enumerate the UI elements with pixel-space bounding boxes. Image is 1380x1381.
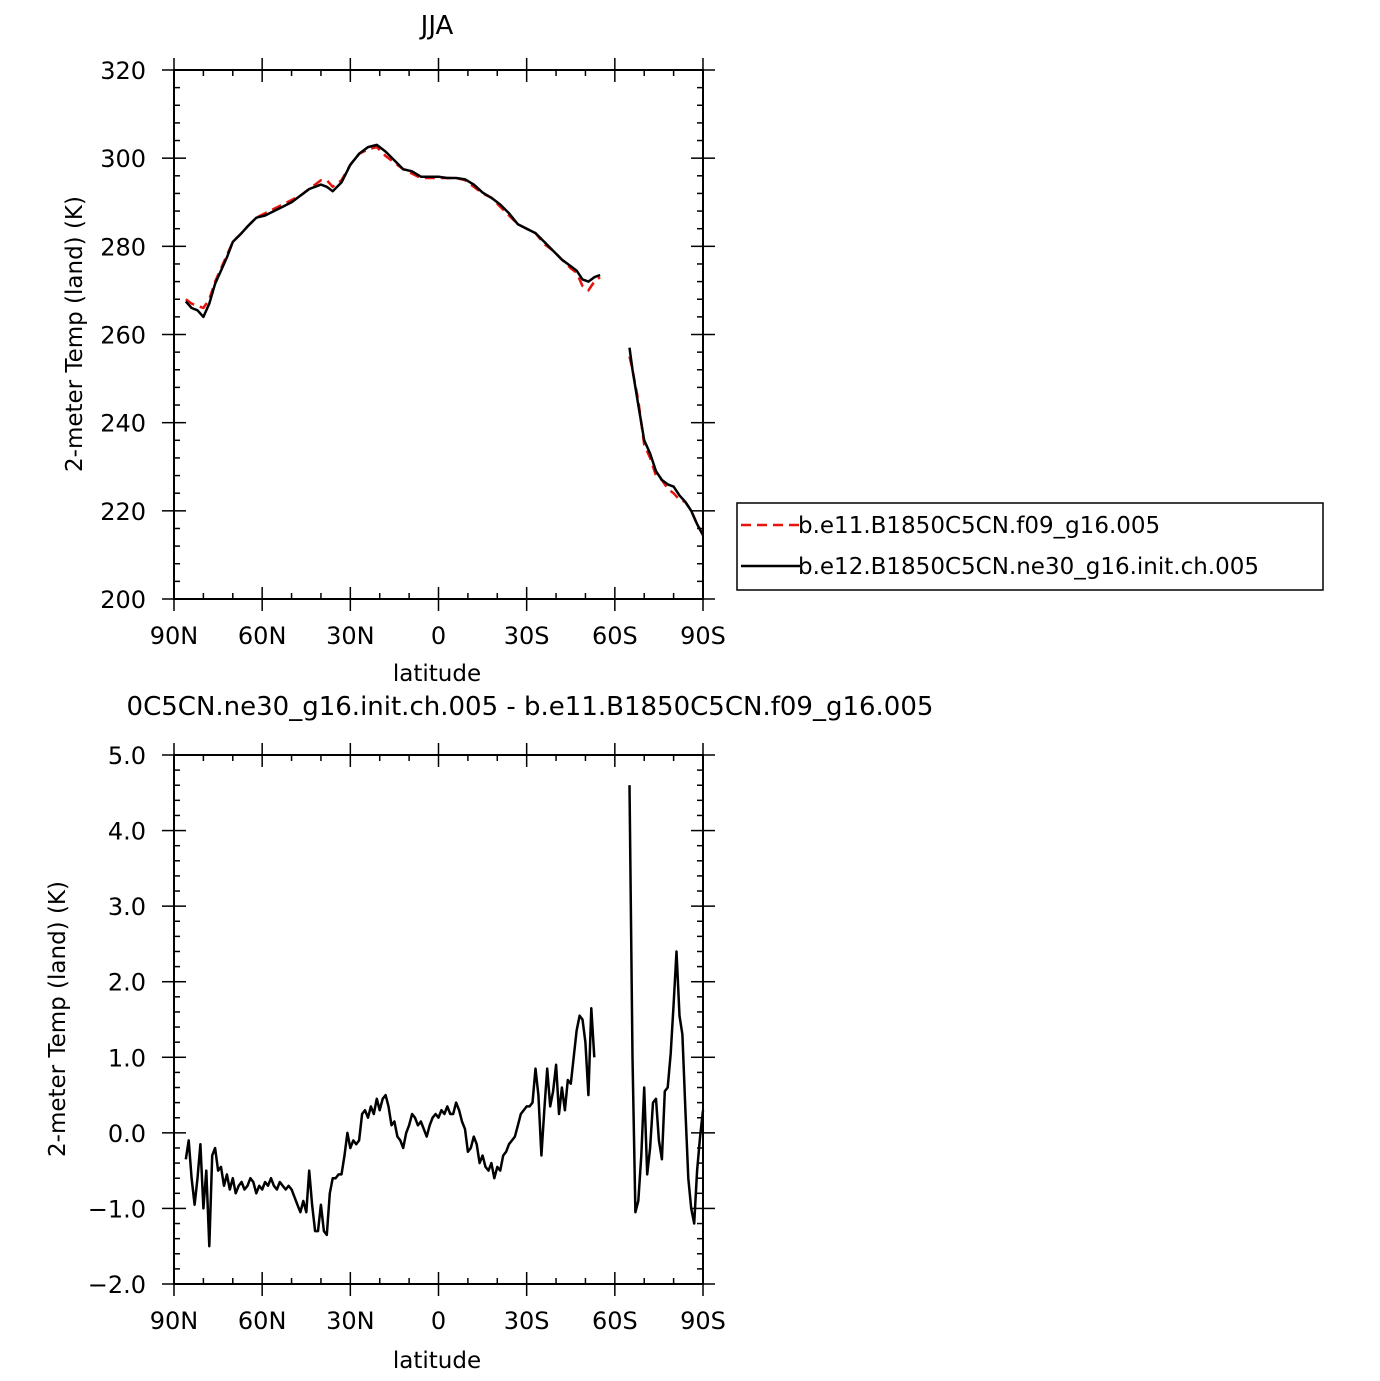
p2-y-tick-label: −1.0 (88, 1195, 146, 1223)
p1-x-tick-label: 60S (592, 622, 638, 650)
legend-entry-case: b.e11.B1850C5CN.f09_g16.005 (798, 513, 1160, 539)
p1-series-0-line-segment (628, 356, 705, 536)
panel-1-axes: 90N 60N 30N 0 30S 60S 90S 200 220 240 260 280 300 320 (100, 57, 726, 650)
p2-x-tick-label: 60N (238, 1307, 287, 1335)
panel-2-series (184, 785, 705, 1248)
p1-y-tick-label: 320 (100, 57, 146, 85)
panel-1-y-axis-label: 2-meter Temp (land) (K) (62, 196, 88, 472)
p2-x-tick-label: 90N (150, 1307, 199, 1335)
panel-1-x-axis-label: latitude (393, 661, 481, 687)
legend-entry-control: b.e12.B1850C5CN.ne30_g16.init.ch.005 (798, 554, 1259, 580)
panel-2-x-axis-label: latitude (393, 1348, 481, 1374)
panel-2-y-axis-label: 2-meter Temp (land) (K) (45, 881, 71, 1157)
p2-y-tick-label: 4.0 (108, 818, 146, 846)
p1-series-1-line-segment (628, 347, 705, 536)
p2-x-tick-label: 60S (592, 1307, 638, 1335)
legend-box (736, 502, 1324, 591)
p2-y-tick-label: 3.0 (108, 893, 146, 921)
p1-x-tick-label: 0 (431, 622, 446, 650)
p1-y-tick-label: 220 (100, 498, 146, 526)
p2-y-tick-label: 1.0 (108, 1044, 146, 1072)
p1-y-tick-label: 200 (100, 586, 146, 614)
panel-temperature: JJA 90N 60N 30N 0 30S 60S 90S 200 220 240 260 280 30… (62, 11, 726, 687)
p1-series-1-line-segment (184, 143, 601, 319)
p2-series-0-line-segment (184, 1006, 596, 1248)
p2-y-tick-label: 2.0 (108, 969, 146, 997)
p1-y-tick-label: 300 (100, 145, 146, 173)
legend: b.e11.B1850C5CN.f09_g16.005 b.e12.B1850C… (736, 502, 1324, 591)
p2-y-tick-label: −2.0 (88, 1271, 146, 1299)
p2-y-tick-label: 5.0 (108, 742, 146, 770)
p1-x-tick-label: 90S (680, 622, 726, 650)
p2-x-tick-label: 0 (431, 1307, 446, 1335)
p1-y-tick-label: 280 (100, 233, 146, 261)
p2-series-0-line-segment (628, 785, 705, 1225)
chart-title-jja: JJA (419, 11, 454, 41)
p1-plot-frame (173, 69, 704, 600)
panel-2-axes: 90N 60N 30N 0 30S 60S 90S −2.0 −1.0 0.0 1.0 2.0 3.0 4… (88, 742, 726, 1335)
chart-title-difference: 0C5CN.ne30_g16.init.ch.005 - b.e11.B1850… (127, 692, 934, 722)
p1-x-tick-label: 90N (150, 622, 199, 650)
p1-y-tick-label: 240 (100, 410, 146, 438)
p1-x-tick-label: 30N (326, 622, 375, 650)
panel-difference: 0C5CN.ne30_g16.init.ch.005 - b.e11.B1850… (45, 692, 933, 1374)
p2-x-tick-label: 30S (504, 1307, 550, 1335)
p2-plot-frame (173, 754, 704, 1285)
p1-y-tick-label: 260 (100, 322, 146, 350)
p2-x-tick-label: 30N (326, 1307, 375, 1335)
p2-x-tick-label: 90S (680, 1307, 726, 1335)
p1-x-tick-label: 60N (238, 622, 287, 650)
p2-y-tick-label: 0.0 (108, 1120, 146, 1148)
p1-x-tick-label: 30S (504, 622, 550, 650)
panel-1-series (184, 143, 705, 536)
